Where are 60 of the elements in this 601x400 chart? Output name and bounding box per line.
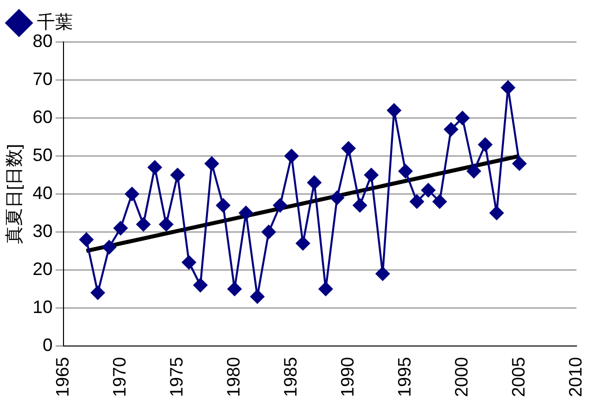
- point: [455, 110, 470, 125]
- y-tick-label: 50: [32, 144, 53, 165]
- point: [193, 278, 208, 292]
- y-tick-label: 40: [32, 182, 53, 203]
- legend-label: 千葉: [37, 12, 73, 32]
- x-tick-label: 2005: [508, 356, 528, 398]
- x-tick-label: 1980: [224, 356, 244, 398]
- point: [216, 198, 230, 212]
- x-tick-label: 1990: [337, 356, 358, 398]
- x-tick-label: 2010: [565, 356, 586, 398]
- y-tick-label: 30: [32, 220, 53, 241]
- y-tick-label: 20: [32, 258, 53, 279]
- point: [273, 198, 288, 212]
- point: [432, 194, 447, 209]
- point: [490, 206, 504, 220]
- x-tick-label: 1965: [52, 356, 73, 398]
- x-tick-label: 1995: [394, 356, 414, 398]
- point: [79, 232, 94, 247]
- point: [182, 255, 196, 270]
- point: [228, 282, 242, 296]
- point: [352, 198, 367, 212]
- y-tick-label: 10: [32, 296, 53, 317]
- point: [307, 176, 322, 190]
- point: [238, 206, 253, 220]
- point: [170, 168, 185, 182]
- point: [250, 290, 264, 304]
- point: [148, 160, 162, 174]
- y-axis-title: 真夏日[日数]: [4, 144, 24, 244]
- point: [330, 190, 344, 205]
- x-tick-label: 1985: [280, 356, 300, 398]
- x-tick-label: 1970: [110, 356, 130, 398]
- point: [318, 282, 333, 296]
- x-tick-label: 2000: [451, 356, 472, 398]
- point: [364, 168, 378, 182]
- point: [204, 156, 219, 171]
- point: [376, 266, 390, 281]
- point: [512, 156, 526, 171]
- point: [398, 164, 412, 178]
- point: [478, 138, 492, 152]
- point: [410, 194, 424, 209]
- y-tick-label: 70: [32, 68, 53, 89]
- y-tick-label: 60: [32, 106, 53, 127]
- point: [114, 221, 128, 236]
- point: [444, 122, 458, 136]
- point: [136, 217, 150, 232]
- y-tick-label: 0: [42, 334, 53, 355]
- point: [262, 224, 276, 239]
- point: [387, 103, 402, 118]
- point: [421, 183, 436, 198]
- point: [102, 240, 116, 254]
- point: [124, 186, 139, 201]
- x-tick-label: 1975: [166, 356, 187, 398]
- point: [342, 141, 356, 156]
- point: [296, 236, 310, 250]
- y-tick-label: 80: [32, 30, 53, 51]
- point: [284, 148, 299, 163]
- point: [501, 80, 516, 95]
- point: [466, 164, 481, 178]
- point: [90, 286, 105, 300]
- point: [159, 217, 174, 232]
